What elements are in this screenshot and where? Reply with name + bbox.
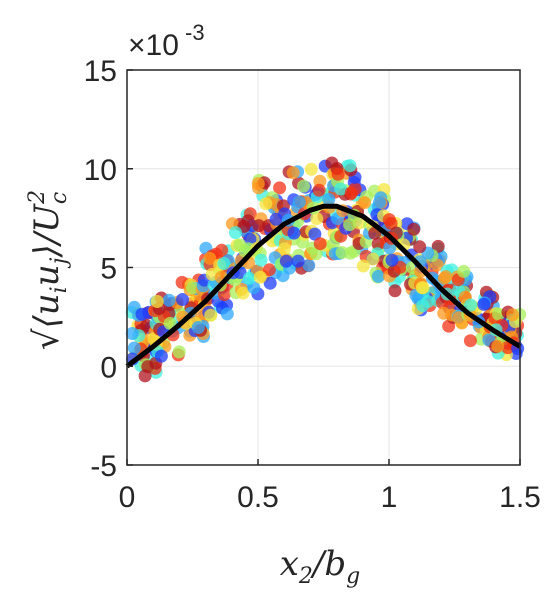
- y-tick-label: 10: [84, 154, 117, 187]
- scatter-point: [204, 308, 218, 322]
- scatter-point: [292, 195, 306, 209]
- scatter-point: [430, 258, 444, 272]
- scatter-point: [176, 293, 189, 306]
- scatter-point: [162, 293, 176, 307]
- scatter-point: [312, 183, 326, 197]
- scatter-point: [277, 242, 291, 256]
- scatter-point: [331, 167, 345, 181]
- scatter-point: [308, 227, 322, 241]
- scatter-point: [251, 177, 265, 191]
- scatter-point: [127, 341, 141, 355]
- scatter-points: [125, 156, 527, 383]
- scatter-point: [262, 263, 276, 277]
- fit-curve: [125, 203, 522, 369]
- scatter-point: [259, 197, 273, 211]
- scatter-point: [287, 226, 301, 240]
- scatter-point: [388, 284, 402, 298]
- y-tick-label: 5: [100, 253, 117, 286]
- scatter-point: [437, 271, 451, 285]
- y-tick-label: 0: [100, 351, 117, 384]
- scatter-point: [138, 369, 152, 383]
- scatter-point: [220, 307, 234, 321]
- scatter-point: [304, 162, 318, 176]
- x-tick-label: 1.5: [499, 481, 541, 514]
- scatter-point: [356, 259, 370, 273]
- svg-text:√⟨uiuj⟩/Uc2: √⟨uiuj⟩/Uc2: [25, 190, 72, 350]
- scatter-point: [464, 298, 478, 312]
- scatter-point: [344, 186, 358, 200]
- scatter-point: [413, 240, 427, 254]
- scatter-point: [263, 276, 277, 290]
- scatter-point: [322, 192, 336, 206]
- scatter-point: [343, 218, 357, 232]
- y-multiplier-exponent: -3: [185, 20, 205, 45]
- scatter-point: [343, 159, 357, 173]
- scatter-point: [242, 271, 256, 285]
- x-tick-label: 0.5: [237, 481, 279, 514]
- scatter-point: [335, 246, 349, 259]
- scatter-point: [243, 232, 257, 246]
- scatter-point: [477, 297, 491, 311]
- scatter-point: [371, 269, 385, 283]
- scatter-point: [431, 239, 445, 253]
- scatter-point: [407, 222, 421, 236]
- scatter-point: [172, 345, 186, 359]
- scatter-point: [253, 270, 267, 284]
- scatter-point: [463, 334, 477, 348]
- scatter-point: [291, 254, 305, 268]
- scatter-point: [415, 281, 429, 295]
- scatter-point: [457, 264, 471, 278]
- x-axis-label: x2/bg: [280, 544, 361, 589]
- scatter-point: [506, 308, 520, 322]
- y-multiplier-label: ×10: [128, 29, 179, 62]
- scatter-point: [421, 295, 435, 308]
- scatter-point: [236, 286, 250, 300]
- scatter-point: [382, 213, 396, 227]
- scatter-point: [302, 258, 316, 272]
- scatter-point: [385, 253, 399, 267]
- scatter-point: [366, 252, 380, 266]
- scatter-point: [491, 339, 505, 353]
- scatter-point: [229, 226, 242, 240]
- x-tick-label: 1: [381, 481, 398, 514]
- scatter-point: [125, 327, 139, 340]
- y-axis-label: √⟨uiuj⟩/Uc2: [25, 190, 72, 350]
- scatter-point: [279, 254, 293, 268]
- scatter-point: [154, 349, 168, 363]
- y-tick-label: -5: [90, 450, 117, 483]
- scatter-point: [358, 196, 372, 210]
- scatter-point: [191, 321, 205, 334]
- scatter-point: [297, 179, 310, 193]
- scatter-point: [286, 166, 300, 180]
- scatter-point: [150, 295, 164, 308]
- scatter-point: [203, 251, 217, 265]
- scatter-point: [273, 181, 287, 195]
- scatter-point: [217, 257, 231, 270]
- scatter-point: [373, 195, 386, 209]
- scatter-point: [313, 237, 327, 251]
- scatter-point: [252, 219, 266, 233]
- x-tick-label: 0: [119, 481, 136, 514]
- scatter-point: [334, 182, 348, 196]
- y-tick-label: 15: [84, 55, 117, 88]
- scatter-point: [254, 253, 268, 267]
- scatter-point: [310, 212, 324, 226]
